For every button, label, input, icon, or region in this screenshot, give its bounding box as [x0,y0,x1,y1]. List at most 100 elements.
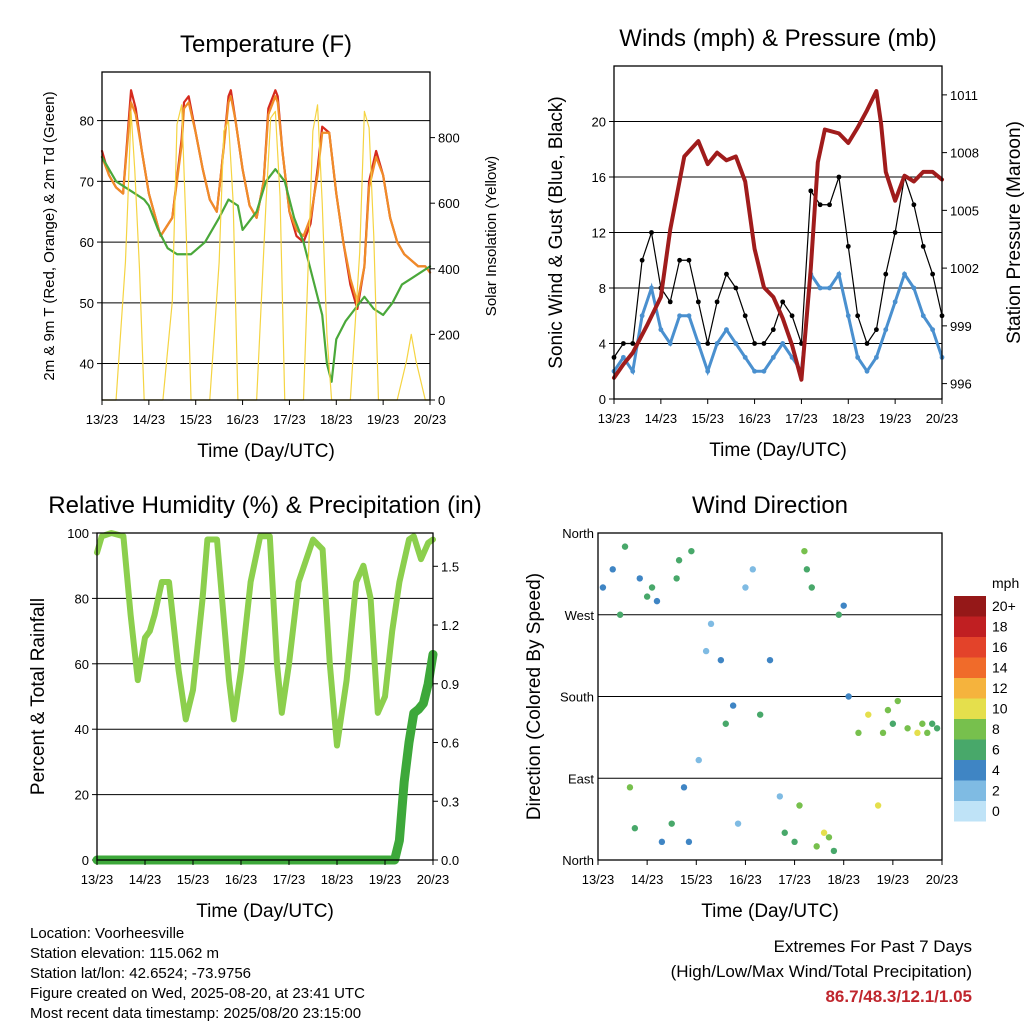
y-tick-label: South [560,690,594,705]
x-tick-label: 15/23 [177,872,210,887]
y-tick-label: East [568,771,594,786]
chart-title: Winds (mph) & Pressure (mb) [619,25,936,52]
direction-point [675,557,683,564]
direction-point [766,656,774,664]
location-text: Location: Voorheesville [30,925,185,942]
direction-point [796,802,803,809]
direction-point [924,729,931,737]
x-tick-label: 14/23 [631,872,664,887]
legend-swatch [954,739,986,760]
direction-point [808,584,815,591]
x-tick-label: 16/23 [226,412,259,427]
x-tick-label: 18/23 [827,872,860,887]
legend-swatch [954,637,986,658]
humidity-precip-panel: 0 20 40 60 80 100 0.0 0.3 0.6 0.9 1.2 1.5 13/23 14/23… [28,492,482,922]
direction-point [919,720,926,727]
legend-swatch [954,678,986,699]
direction-point [742,584,749,591]
direction-point [680,784,688,791]
x-tick-label: 14/23 [129,872,162,887]
direction-point [631,825,639,832]
y-right-tick-label: 0.9 [441,677,459,692]
series-point [836,174,842,180]
y-axis-label: Sonic Wind & Gust (Blue, Black) [546,96,567,368]
y-right-tick-label: 1011 [950,88,978,103]
direction-point [791,838,798,846]
direction-point [781,829,788,836]
y-tick-label: 12 [592,226,606,241]
direction-point [776,793,784,800]
legend-swatch [954,596,986,617]
y-tick-label: 0 [599,392,606,407]
series-point [930,327,936,333]
x-tick-label: 16/23 [225,872,258,887]
series-point [920,243,926,249]
series-point [639,313,645,319]
legend-label: 0 [992,803,1000,819]
y-right-tick-label: 0 [438,393,445,408]
direction-point [621,543,629,550]
legend-title: mph [992,575,1019,591]
x-tick-label: 15/23 [179,412,212,427]
series-point [874,354,879,360]
series-point [620,341,626,346]
legend-label: 6 [992,742,1000,758]
extremes-box: Extremes For Past 7 Days (High/Low/Max W… [671,934,972,1009]
direction-point [668,820,675,827]
legend-label: 20+ [992,598,1016,614]
y-right-tick-label: 999 [950,319,972,334]
series-point [808,188,814,194]
series-point [733,285,739,291]
winds-pressure-panel: 0 4 8 12 16 20 996 999 1002 1005 1008 1011 13/23 14/2… [546,25,1024,461]
x-axis-label: Time (Day/UTC) [197,441,335,462]
legend-swatch [954,657,986,678]
series-point [920,313,926,319]
legend-swatch [954,780,986,801]
series-point [752,341,757,346]
series-point [649,285,654,291]
series-point [630,341,636,346]
y-tick-label: West [565,608,595,623]
series-point [714,299,720,305]
series-point [817,202,823,208]
y-axis-label: Direction (Colored By Speed) [524,573,545,820]
x-tick-label: 18/23 [321,872,354,887]
extremes-values: 86.7/48.3/12.1/1.05 [825,987,972,1006]
series-line [100,95,432,304]
direction-point [673,575,680,582]
timestamp-text: Most recent data timestamp: 2025/08/20 2… [30,1005,362,1022]
x-tick-label: 19/23 [879,411,912,426]
y-right-tick-label: 996 [950,377,972,392]
y-tick-label: 40 [80,357,94,372]
legend-label: 8 [992,721,1000,737]
series-point [855,313,861,319]
legend-label: 4 [992,762,1000,778]
y-axis-label: 2m & 9m T (Red, Orange) & 2m Td (Green) [41,91,58,380]
y-tick-label: 80 [75,591,89,606]
y-right-tick-label: 1002 [950,261,979,276]
series-point [761,368,767,374]
series-line [612,89,944,382]
legend-label: 18 [992,619,1008,635]
speed-legend: mph 0 2 4 6 8 10 12 14 16 18 20+ [954,575,1019,822]
direction-point [933,725,941,732]
x-tick-label: 13/23 [81,872,114,887]
extremes-subtitle: (High/Low/Max Wind/Total Precipitation) [670,962,972,981]
direction-point [636,575,643,582]
series-point [911,202,917,208]
station-info: Location: Voorheesville Station elevatio… [30,924,365,1024]
direction-point [928,720,936,727]
direction-point [599,584,607,591]
x-tick-label: 16/23 [738,411,771,426]
direction-point [658,838,666,846]
legend-label: 14 [992,660,1008,676]
direction-point [879,729,887,737]
y-right-tick-label: 0.0 [441,853,459,868]
series-point [874,327,879,333]
chart-title: Temperature (F) [180,31,352,58]
series-point [770,354,776,360]
legend-label: 12 [992,680,1008,696]
plot-frame [613,65,943,400]
series-point [855,354,861,360]
